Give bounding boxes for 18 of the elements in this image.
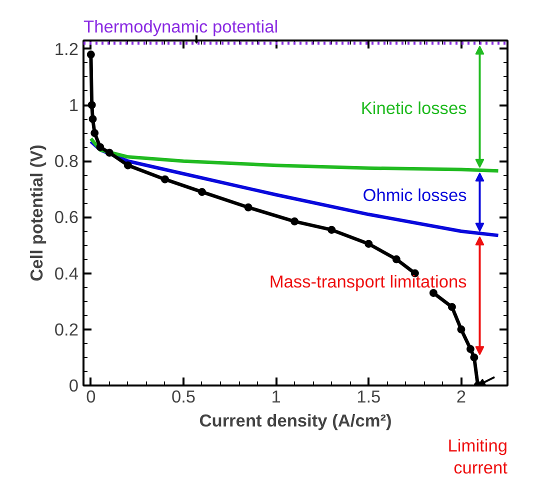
x-tick-label: 0.5 — [171, 386, 196, 406]
y-tick-label: 0.6 — [54, 207, 79, 228]
y-tick-label: 0.4 — [54, 263, 79, 284]
annotation: Limiting current — [448, 436, 508, 477]
x-tick-label: 0 — [86, 386, 96, 406]
y-tick-label: 1 — [68, 95, 79, 116]
annotation: Ohmic losses — [362, 184, 468, 205]
y-tick-label: 0.2 — [54, 319, 79, 340]
annotation: Mass-transport limitations — [269, 272, 468, 292]
x-tick-label: 1 — [271, 386, 281, 406]
annotation: Kinetic losses — [360, 98, 468, 118]
annotation: Thermodynamic potential — [84, 16, 278, 36]
x-tick-label: 2 — [456, 386, 466, 406]
y-tick-label: 1.2 — [54, 38, 79, 59]
x-tick-label: 1.5 — [356, 386, 381, 406]
y-axis-title: Cell potential (V) — [26, 144, 46, 282]
y-tick-label: 0.8 — [54, 151, 79, 172]
x-axis-title: Current density (A/cm²) — [199, 410, 392, 430]
